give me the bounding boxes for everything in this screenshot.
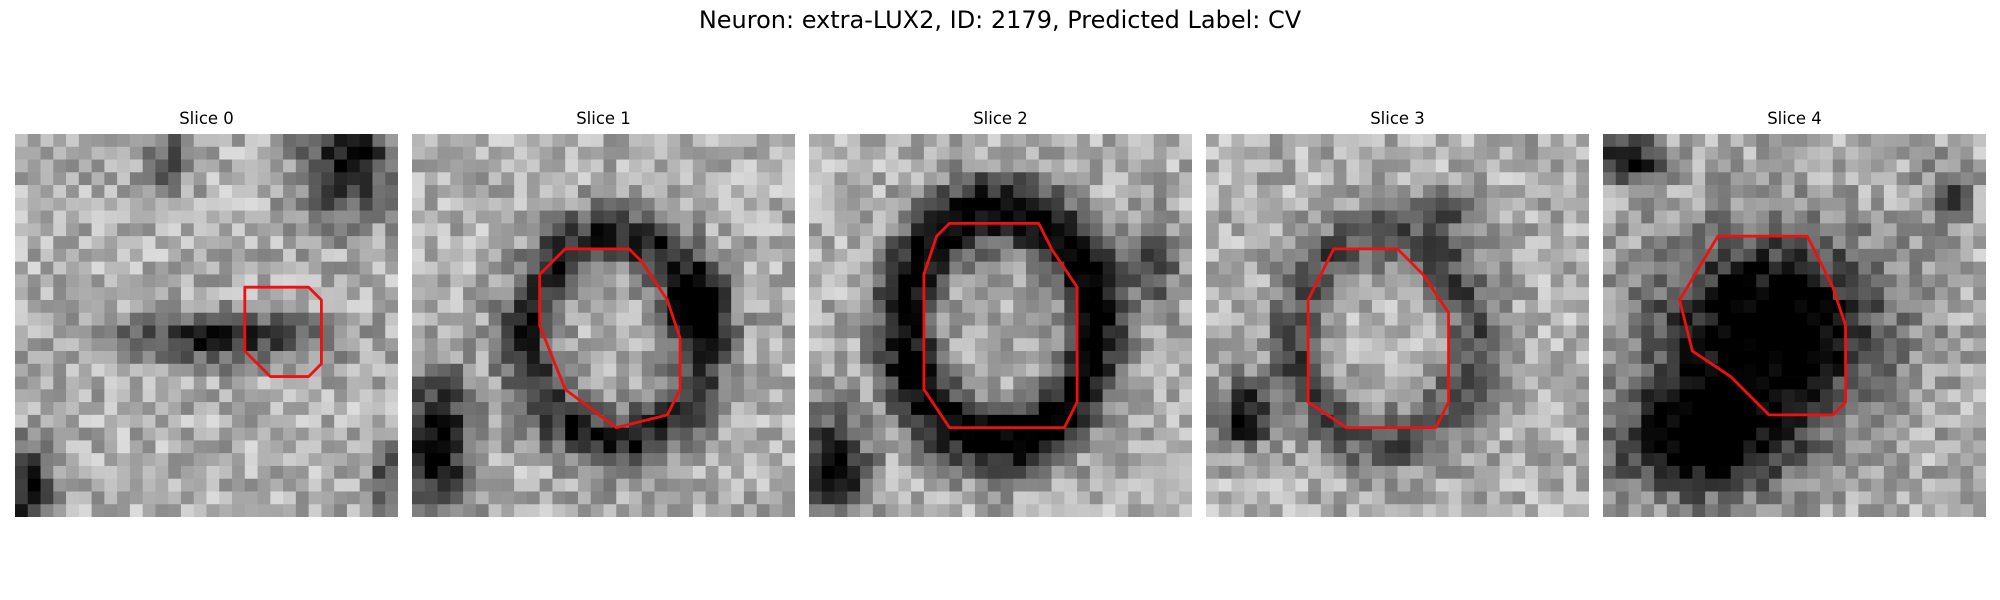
cell-contour-outline: [1678, 234, 1847, 417]
slice-title: Slice 0: [179, 109, 234, 128]
cell-contour-outline: [243, 285, 323, 378]
figure-title: Neuron: extra-LUX2, ID: 2179, Predicted …: [698, 6, 1302, 34]
slice-title: Slice 1: [576, 109, 631, 128]
slice-image: [1206, 134, 1589, 517]
cell-contour-outline: [538, 247, 682, 430]
slice-image: [15, 134, 398, 517]
slice-image: [412, 134, 795, 517]
slice-title: Slice 4: [1767, 109, 1822, 128]
slice-image: [1603, 134, 1986, 517]
cell-contour-outline: [922, 221, 1079, 430]
slice-image: [809, 134, 1192, 517]
slice-title: Slice 2: [973, 109, 1028, 128]
slice-title: Slice 3: [1370, 109, 1425, 128]
cell-contour-outline: [1306, 247, 1450, 430]
